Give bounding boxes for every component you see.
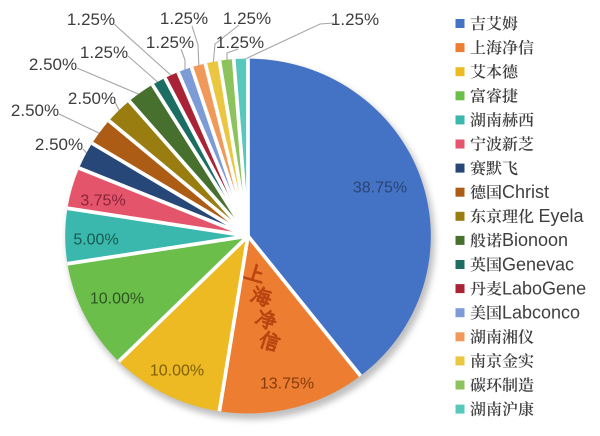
svg-text:1.25%: 1.25% <box>216 33 264 52</box>
svg-text:1.25%: 1.25% <box>146 33 194 52</box>
svg-text:5.00%: 5.00% <box>73 232 118 249</box>
svg-text:Christ: Christ <box>502 182 549 202</box>
svg-text:Eyela: Eyela <box>539 206 585 226</box>
svg-text:2.50%: 2.50% <box>35 135 83 154</box>
svg-text:1.25%: 1.25% <box>223 9 271 28</box>
svg-text:2.50%: 2.50% <box>11 101 59 120</box>
svg-text:10.00%: 10.00% <box>90 291 144 308</box>
svg-text:Bionoon: Bionoon <box>502 230 568 250</box>
svg-text:1.25%: 1.25% <box>67 10 115 29</box>
svg-text:Labconco: Labconco <box>502 303 580 323</box>
svg-text:1.25%: 1.25% <box>331 10 379 29</box>
svg-text:10.00%: 10.00% <box>150 363 204 380</box>
svg-text:13.75%: 13.75% <box>260 376 314 393</box>
svg-text:3.75%: 3.75% <box>80 193 125 210</box>
svg-text:1.25%: 1.25% <box>160 9 208 28</box>
svg-text:LaboGene: LaboGene <box>502 278 586 298</box>
svg-text:Genevac: Genevac <box>502 254 574 274</box>
svg-text:38.75%: 38.75% <box>353 180 407 197</box>
svg-text:2.50%: 2.50% <box>68 89 116 108</box>
svg-text:2.50%: 2.50% <box>29 55 77 74</box>
svg-text:1.25%: 1.25% <box>80 43 128 62</box>
